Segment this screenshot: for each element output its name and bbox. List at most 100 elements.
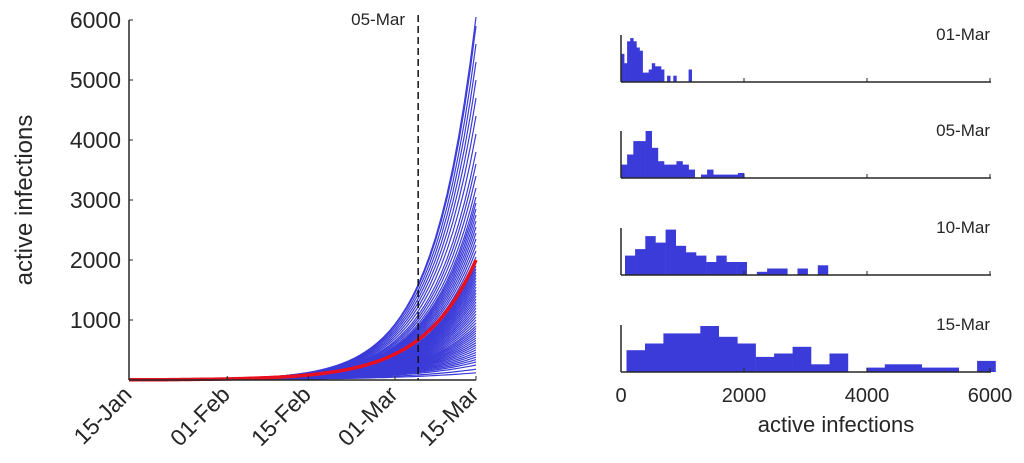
histogram-bar [657,161,665,178]
histogram-bar [651,63,656,82]
y-tick-label: 6000 [70,7,121,33]
histogram-bar [777,268,788,275]
histogram-bar [755,356,775,372]
histogram-bar [654,66,659,82]
histogram-bar [719,174,726,178]
trajectory-plot: 1000 2000 3000 4000 5000 6000 15-Jan 01-Feb 15-F… [11,7,484,451]
histogram-bar [648,69,653,82]
histogram-bar [663,333,683,372]
histogram-bar [707,169,714,178]
histogram-x-axis-label: active infections [758,412,915,437]
histogram-bar [767,268,778,275]
histogram-bar [633,141,640,178]
histogram-bar [639,141,646,178]
histogram-bar [645,343,664,372]
panel-date-label: 10-Mar [936,218,990,237]
histogram-bar [940,367,959,372]
histogram-bar [688,69,692,82]
histogram-bar [797,268,808,275]
histogram-panel-10-mar: 10-Mar [620,218,991,276]
histogram-panel-05-mar: 05-Mar [620,121,991,179]
histogram-bar [661,69,665,82]
histogram-panels: 01-Mar 05-Mar 10-Mar 15-Mar 0 2000 4000 6000 [615,25,1012,407]
histogram-bar [688,169,695,178]
histogram-bar [706,262,717,275]
x-tick-label: 6000 [968,385,1013,407]
histogram-bar [817,265,829,275]
histogram-bar [756,271,768,275]
histogram-bar [725,174,732,178]
histogram-bar [633,41,637,82]
histogram-bar [700,326,719,372]
histogram-bar [664,164,671,178]
histogram-bar [624,63,628,82]
histogram-bar [737,343,756,372]
histogram-bar [676,161,683,178]
histogram-bar [774,353,793,372]
panel-date-label: 01-Mar [936,25,990,44]
histogram-bar [737,173,745,178]
histogram-bar [866,367,886,372]
histogram-bar [673,75,677,82]
histogram-bar [635,249,646,275]
histogram-bar [667,75,671,82]
histogram-bar [636,47,640,82]
trajectory-axes: 1000 2000 3000 4000 5000 6000 15-Jan 01-Feb 15-F… [68,7,483,451]
y-tick-label: 5000 [70,67,121,93]
histogram-bar [731,174,739,178]
histogram-bar [792,346,812,372]
histogram-bar [884,364,904,372]
histogram-bar [630,38,634,82]
y-tick-label: 3000 [70,187,121,213]
histogram-bar [718,336,738,373]
x-tick-label: 15-Jan [68,381,136,449]
x-tick-label: 15-Feb [246,381,316,451]
panel-date-label: 15-Mar [936,315,990,334]
x-tick-label: 4000 [845,385,890,407]
y-tick-label: 4000 [70,127,121,153]
histogram-bar [621,53,625,82]
histogram-bar [651,147,659,178]
histogram-bar [716,255,727,275]
x-tick-label: 01-Feb [165,381,235,451]
histogram-bar [736,262,747,275]
x-tick-label: 01-Mar [333,381,403,451]
histogram-bar [655,242,666,275]
x-tick-label: 15-Mar [414,381,484,451]
histogram-panel-01-mar: 01-Mar [620,25,991,83]
histogram-bar [665,229,676,275]
x-tick-label: 2000 [722,385,767,407]
histogram-bar [642,72,646,82]
histogram-bar [657,66,662,82]
histogram-bar [713,174,720,178]
y-tick-label: 1000 [70,307,121,333]
panel-date-label: 05-Mar [936,121,990,140]
histogram-bar [921,367,941,372]
histogram-bar [627,154,634,178]
histogram-bar [645,72,649,82]
histogram-bar [701,174,708,178]
histogram-bar [639,50,643,82]
histogram-bar [627,41,631,82]
histogram-bar [626,350,646,372]
histogram-bar [977,360,996,372]
trajectory-lines [129,16,478,382]
histogram-bar [685,252,697,275]
histogram-bar [645,236,656,275]
histogram-bar [645,131,652,178]
y-axis-label: active infections [11,115,38,286]
histogram-bar [682,164,689,178]
histogram-bar [903,364,922,372]
histogram-bar [829,353,849,372]
x-tick-label: 0 [615,385,626,407]
histogram-bar [625,255,636,275]
annotation-label: 05-Mar [351,10,405,29]
histogram-bar [681,333,701,372]
histogram-bar [675,245,687,275]
histogram-bar [726,262,737,275]
histogram-bar [670,164,677,178]
histogram-panel-15-mar: 15-Mar [620,315,996,373]
histogram-bar [811,364,830,372]
histogram-bar [621,164,628,178]
